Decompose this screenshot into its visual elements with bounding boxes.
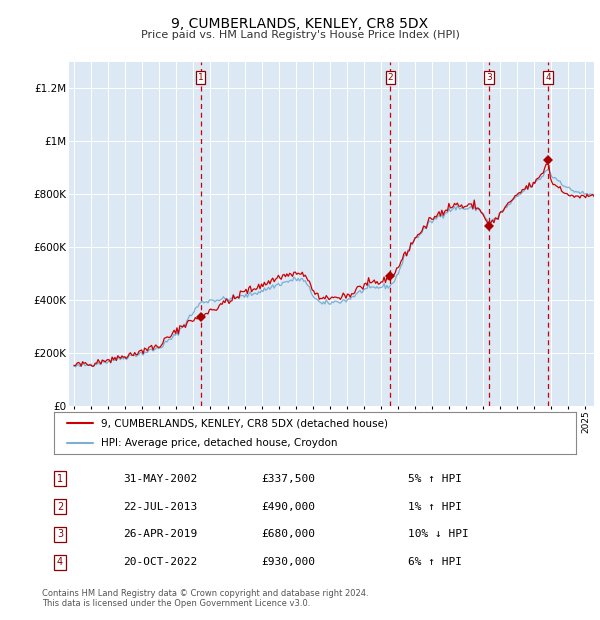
Text: 10% ↓ HPI: 10% ↓ HPI (408, 529, 469, 539)
Text: 26-APR-2019: 26-APR-2019 (123, 529, 197, 539)
Text: 1: 1 (57, 474, 63, 484)
Text: 3: 3 (486, 73, 491, 82)
Text: 22-JUL-2013: 22-JUL-2013 (123, 502, 197, 512)
Text: 2: 2 (388, 73, 393, 82)
Text: 4: 4 (545, 73, 551, 82)
Text: 3: 3 (57, 529, 63, 539)
Text: 9, CUMBERLANDS, KENLEY, CR8 5DX (detached house): 9, CUMBERLANDS, KENLEY, CR8 5DX (detache… (101, 418, 388, 428)
Text: 4: 4 (57, 557, 63, 567)
Text: This data is licensed under the Open Government Licence v3.0.: This data is licensed under the Open Gov… (42, 599, 310, 608)
Text: 31-MAY-2002: 31-MAY-2002 (123, 474, 197, 484)
Text: 6% ↑ HPI: 6% ↑ HPI (408, 557, 462, 567)
Text: £680,000: £680,000 (261, 529, 315, 539)
Text: 1% ↑ HPI: 1% ↑ HPI (408, 502, 462, 512)
Text: 2: 2 (57, 502, 63, 512)
Text: £337,500: £337,500 (261, 474, 315, 484)
Text: £930,000: £930,000 (261, 557, 315, 567)
Text: 1: 1 (198, 73, 203, 82)
Text: 9, CUMBERLANDS, KENLEY, CR8 5DX: 9, CUMBERLANDS, KENLEY, CR8 5DX (172, 17, 428, 30)
Text: 5% ↑ HPI: 5% ↑ HPI (408, 474, 462, 484)
Text: 20-OCT-2022: 20-OCT-2022 (123, 557, 197, 567)
Text: Contains HM Land Registry data © Crown copyright and database right 2024.: Contains HM Land Registry data © Crown c… (42, 589, 368, 598)
Text: Price paid vs. HM Land Registry's House Price Index (HPI): Price paid vs. HM Land Registry's House … (140, 30, 460, 40)
Text: HPI: Average price, detached house, Croydon: HPI: Average price, detached house, Croy… (101, 438, 337, 448)
Text: £490,000: £490,000 (261, 502, 315, 512)
